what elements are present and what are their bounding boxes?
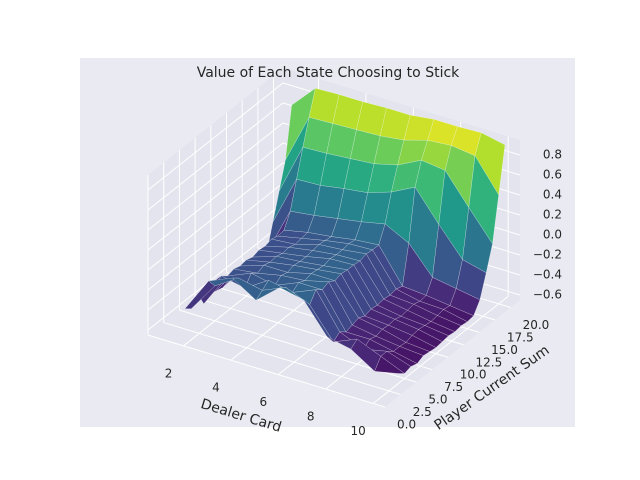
x-tick-label: 2 (165, 366, 173, 380)
z-tick-label: −0.6 (533, 288, 562, 302)
y-tick-label: 20.0 (523, 318, 550, 332)
x-tick-label: 4 (212, 381, 220, 395)
y-tick-label: 0.0 (397, 418, 416, 432)
grid-line (372, 296, 509, 404)
x-tick-label: 10 (351, 424, 366, 438)
chart-title: Value of Each State Choosing to Stick (197, 65, 460, 81)
y-tick-label: 10.0 (460, 368, 487, 382)
z-tick-label: −0.4 (533, 268, 562, 282)
z-tick-label: 0.8 (543, 148, 562, 162)
grid-line (147, 122, 284, 231)
grid-line (147, 334, 386, 408)
pane (148, 68, 283, 335)
grid-line (147, 202, 284, 311)
y-tick-label: 17.5 (507, 330, 534, 344)
y-tick-label: 2.5 (413, 405, 432, 419)
x-tick-label: 6 (260, 395, 268, 409)
surface-cell (374, 356, 405, 374)
x-tick-label: 8 (307, 410, 315, 424)
y-tick-label: 15.0 (491, 343, 518, 357)
grid-line (147, 82, 284, 191)
grid-line (163, 322, 401, 396)
z-tick-label: 0.4 (543, 188, 562, 202)
grid-line (147, 142, 284, 251)
z-tick-label: 0.0 (543, 228, 562, 242)
y-tick-label: 12.5 (475, 355, 502, 369)
z-tick-label: 0.6 (543, 168, 562, 182)
y-tick-label: 7.5 (444, 380, 463, 394)
grid-line (147, 102, 284, 211)
z-tick-label: 0.2 (543, 208, 562, 222)
grid-line (147, 162, 284, 271)
surface (184, 87, 506, 374)
y-tick-label: 5.0 (428, 393, 447, 407)
z-tick-label: −0.2 (533, 248, 562, 262)
grid-line (147, 182, 284, 291)
grid-line (147, 222, 284, 331)
